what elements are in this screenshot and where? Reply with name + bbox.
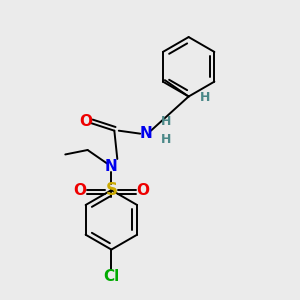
Text: H: H [161, 115, 172, 128]
Text: N: N [139, 126, 152, 141]
Text: O: O [80, 114, 93, 129]
Text: H: H [200, 92, 210, 104]
Text: O: O [136, 183, 149, 198]
Text: Cl: Cl [103, 269, 119, 284]
Text: O: O [74, 183, 87, 198]
Text: H: H [161, 133, 172, 146]
Text: N: N [105, 159, 118, 174]
Text: S: S [105, 181, 117, 199]
